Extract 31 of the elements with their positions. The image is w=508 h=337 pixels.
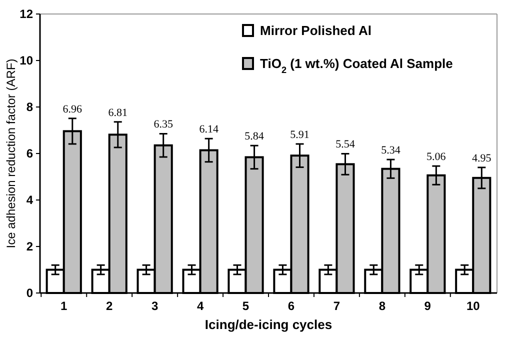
- data-label: 5.91: [290, 128, 310, 141]
- x-tick-label: 1: [60, 299, 68, 313]
- y-axis-title: Ice adhesion reduction factor (ARF): [4, 58, 18, 248]
- data-label: 6.14: [199, 124, 219, 136]
- data-label: 5.06: [426, 151, 446, 164]
- data-label: 5.84: [244, 130, 264, 143]
- x-tick-label: 5: [242, 299, 250, 313]
- x-tick-label: 4: [196, 299, 204, 313]
- data-label: 5.54: [336, 138, 356, 151]
- y-tick-label: 12: [20, 7, 34, 22]
- data-label: 6.81: [108, 106, 128, 119]
- x-tick-label: 7: [333, 299, 340, 313]
- data-label: 6.35: [154, 118, 174, 131]
- x-tick-label: 8: [378, 299, 386, 313]
- y-tick-label: 6: [26, 146, 34, 161]
- y-tick-label: 4: [26, 193, 34, 208]
- legend-label: TiO$_{2}$ (1 wt.%) Coated Al Sample: [260, 56, 453, 75]
- legend-label: Mirror Polished Al: [260, 23, 372, 38]
- y-tick-label: 0: [26, 286, 34, 300]
- y-tick-label: 2: [26, 240, 34, 254]
- x-tick-label: 6: [288, 299, 295, 313]
- x-tick-label: 2: [106, 299, 113, 313]
- data-label: 6.96: [62, 103, 83, 116]
- x-tick-label: 3: [151, 299, 158, 313]
- y-tick-label: 8: [26, 100, 34, 114]
- x-axis-title: Icing/de-icing cycles: [204, 317, 332, 332]
- data-label: 5.34: [381, 144, 401, 157]
- y-tick-label: 10: [20, 54, 34, 68]
- x-tick-label: 10: [466, 299, 480, 313]
- data-label: 4.95: [472, 152, 492, 164]
- x-tick-label: 9: [424, 299, 432, 313]
